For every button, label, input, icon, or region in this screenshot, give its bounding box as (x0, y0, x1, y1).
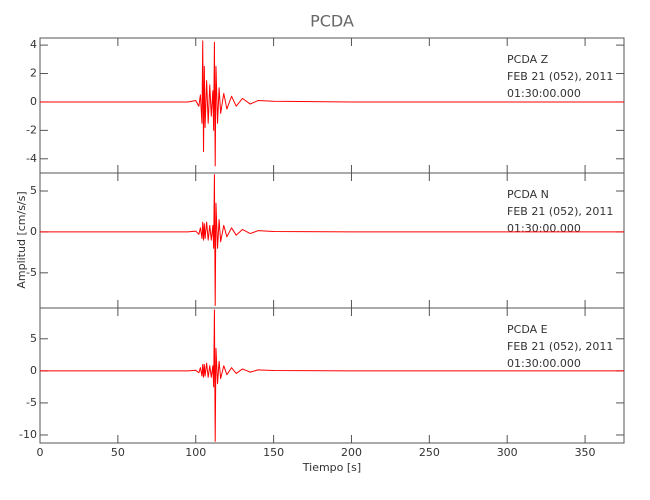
y-tick-label: 4 (30, 38, 37, 51)
y-tick-label: 0 (30, 225, 37, 238)
annotation: PCDA Z (507, 53, 549, 66)
x-tick-label: 200 (341, 446, 362, 459)
x-tick-label: 0 (37, 446, 44, 459)
y-tick-label: 0 (30, 364, 37, 377)
y-tick-label: -10 (19, 428, 37, 441)
annotation: PCDA E (507, 323, 548, 336)
y-tick-label: -2 (26, 123, 37, 136)
x-tick-label: 350 (575, 446, 596, 459)
annotation: 01:30:00.000 (507, 87, 581, 100)
annotation: FEB 21 (052), 2011 (507, 340, 613, 353)
annotation: FEB 21 (052), 2011 (507, 70, 613, 83)
annotation: 01:30:00.000 (507, 357, 581, 370)
chart-title: PCDA (310, 12, 354, 31)
x-tick-label: 50 (111, 446, 125, 459)
x-tick-label: 100 (185, 446, 206, 459)
x-tick-label: 250 (419, 446, 440, 459)
y-tick-label: -5 (26, 396, 37, 409)
y-tick-label: 5 (30, 184, 37, 197)
trace (40, 309, 624, 442)
trace (40, 174, 624, 307)
y-tick-label: -4 (26, 152, 37, 165)
x-tick-label: 150 (263, 446, 284, 459)
y-tick-label: 5 (30, 332, 37, 345)
trace (40, 40, 624, 167)
y-tick-label: 2 (30, 67, 37, 80)
y-axis-label: Amplitud [cm/s/s] (15, 191, 28, 288)
annotation: 01:30:00.000 (507, 222, 581, 235)
x-tick-label: 300 (497, 446, 518, 459)
y-tick-label: 0 (30, 95, 37, 108)
annotation: PCDA N (507, 188, 549, 201)
panel-frame (39, 307, 625, 444)
annotation: FEB 21 (052), 2011 (507, 205, 613, 218)
x-axis-label: Tiempo [s] (302, 461, 361, 474)
y-tick-label: -5 (26, 266, 37, 279)
